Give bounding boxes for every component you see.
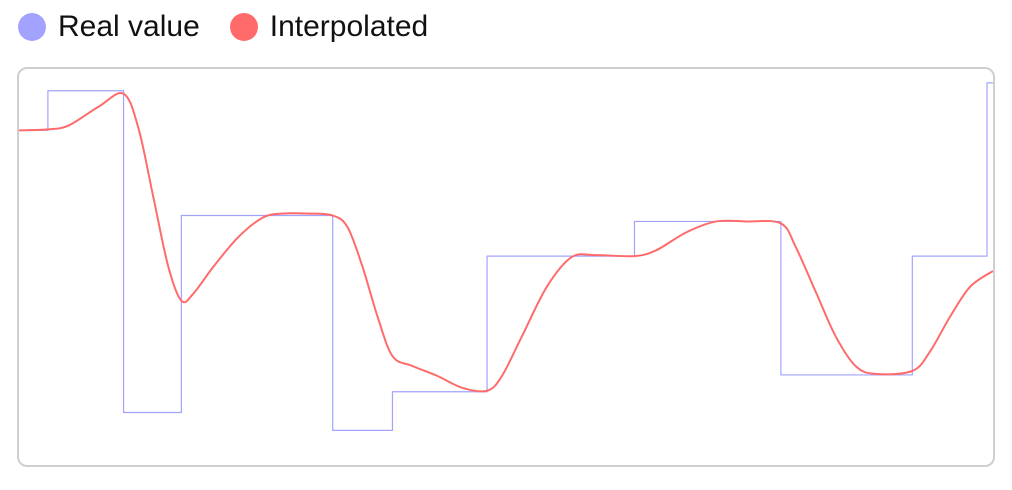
- interpolated-swatch-icon: [229, 13, 258, 41]
- chart-area: [17, 67, 995, 467]
- legend: Real value Interpolated: [18, 10, 428, 44]
- series-layer: [19, 82, 993, 431]
- series-line-real-value: [19, 82, 993, 431]
- legend-item-real-value[interactable]: Real value: [18, 10, 200, 44]
- legend-label-real-value: Real value: [58, 10, 200, 43]
- legend-label-interpolated: Interpolated: [269, 10, 429, 43]
- real-value-swatch-icon: [18, 13, 46, 41]
- legend-item-interpolated[interactable]: Interpolated: [229, 10, 429, 44]
- line-chart: [19, 82, 993, 431]
- series-line-interpolated: [19, 92, 993, 393]
